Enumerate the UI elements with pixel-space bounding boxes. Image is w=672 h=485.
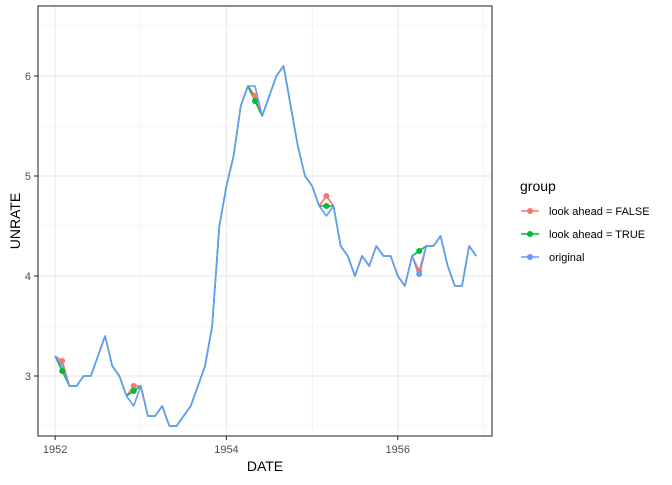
legend-entry: original: [521, 252, 584, 264]
legend-label: original: [549, 252, 584, 264]
data-point-look-ahead-false: [323, 193, 330, 199]
x-tick-label: 1956: [386, 444, 410, 456]
plot-border: [37, 5, 493, 437]
y-tick-label: 5: [25, 171, 31, 183]
x-tick-label: 1952: [43, 444, 67, 456]
data-point-look-ahead-true: [59, 368, 66, 374]
y-tick-label: 3: [25, 371, 31, 383]
data-point-look-ahead-false: [251, 93, 258, 99]
grid-minor: [38, 6, 492, 436]
data-point-original: [416, 271, 423, 277]
legend-key-point: [527, 208, 533, 214]
legend-title: group: [520, 178, 556, 194]
series-line-original: [54, 65, 477, 427]
grid-major: [38, 6, 492, 436]
legend-key-point: [527, 254, 533, 260]
legend-label: look ahead = FALSE: [549, 206, 650, 218]
legend: group look ahead = FALSE look ahead = TRU…: [520, 178, 650, 264]
data-point-look-ahead-true: [416, 248, 423, 254]
data-point-look-ahead-false: [59, 358, 66, 364]
data-point-look-ahead-false: [130, 383, 137, 389]
y-axis: 3 4 5 6: [25, 71, 38, 383]
x-axis-label: DATE: [247, 458, 283, 474]
y-tick-label: 6: [25, 71, 31, 83]
data-point-look-ahead-true: [251, 98, 258, 104]
series-lines: [54, 65, 477, 427]
data-point-look-ahead-true: [130, 388, 137, 394]
legend-entry: look ahead = FALSE: [521, 206, 650, 218]
data-point-look-ahead-true: [323, 203, 330, 209]
plot-panel: [38, 6, 492, 436]
y-axis-label: UNRATE: [7, 193, 23, 250]
x-axis: 1952 1954 1956: [43, 436, 410, 456]
series-points: [59, 93, 423, 394]
legend-label: look ahead = TRUE: [549, 229, 645, 241]
legend-entry: look ahead = TRUE: [521, 229, 645, 241]
y-tick-label: 4: [25, 271, 31, 283]
x-tick-label: 1954: [214, 444, 238, 456]
legend-key-point: [527, 231, 533, 237]
